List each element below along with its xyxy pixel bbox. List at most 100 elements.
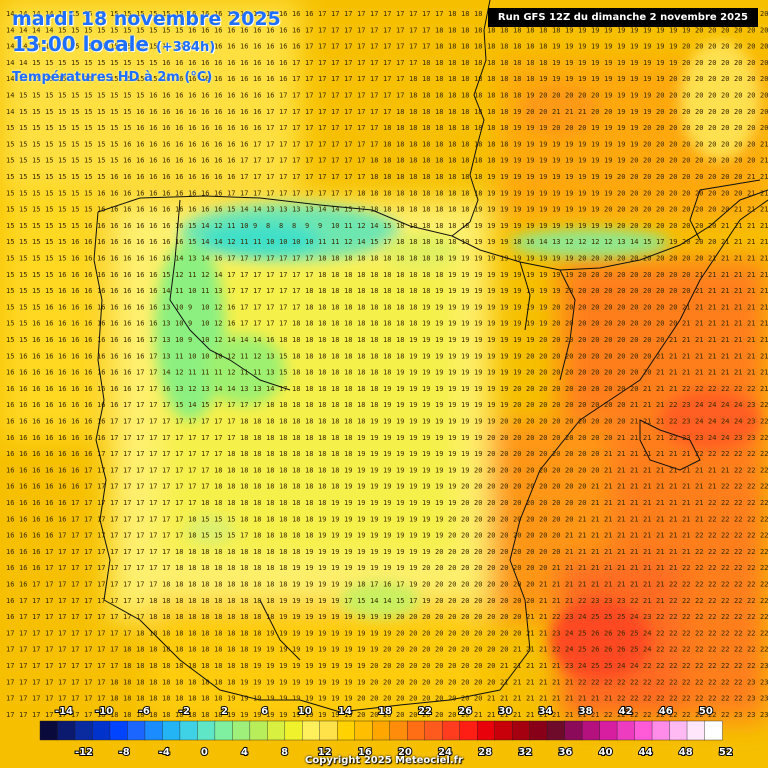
- temperature-value: 16: [45, 532, 53, 540]
- temperature-value: 16: [149, 140, 157, 148]
- temperature-value: 18: [279, 581, 287, 589]
- temperature-value: 20: [422, 581, 430, 589]
- temperature-value: 19: [435, 483, 443, 491]
- temperature-value: 22: [682, 711, 690, 719]
- temperature-value: 21: [747, 238, 755, 246]
- temperature-value: 16: [136, 336, 144, 344]
- temperature-value: 17: [6, 646, 14, 654]
- temperature-value: 17: [227, 401, 235, 409]
- temperature-value: 17: [357, 26, 365, 34]
- temperature-value: 22: [695, 613, 703, 621]
- temperature-value: 21: [643, 434, 651, 442]
- temperature-value: 20: [461, 678, 469, 686]
- temperature-value: 18: [201, 564, 209, 572]
- temperature-value: 18: [357, 581, 365, 589]
- temperature-value: 19: [435, 303, 443, 311]
- temperature-value: 16: [149, 124, 157, 132]
- temperature-value: 20: [669, 255, 677, 263]
- temperature-value: 16: [279, 10, 287, 18]
- temperature-value: 10: [188, 352, 196, 360]
- temperature-value: 18: [240, 450, 248, 458]
- temperature-value: 22: [747, 450, 755, 458]
- temperature-value: 23: [747, 695, 755, 703]
- temperature-value: 22: [708, 695, 716, 703]
- temperature-value: 15: [58, 108, 66, 116]
- temperature-value: 19: [500, 189, 508, 197]
- temperature-value: 17: [71, 711, 79, 719]
- temperature-value: 18: [331, 401, 339, 409]
- legend-swatch: [337, 720, 356, 741]
- temperature-value: 20: [500, 499, 508, 507]
- temperature-value: 17: [279, 189, 287, 197]
- temperature-value: 18: [500, 92, 508, 100]
- temperature-value: 18: [331, 352, 339, 360]
- temperature-value: 16: [214, 43, 222, 51]
- temperature-value: 16: [253, 43, 261, 51]
- temperature-value: 18: [318, 369, 326, 377]
- temperature-value: 20: [513, 401, 521, 409]
- temperature-value: 18: [461, 75, 469, 83]
- temperature-value: 18: [396, 157, 404, 165]
- temperature-value: 15: [84, 157, 92, 165]
- temperature-value: 15: [97, 92, 105, 100]
- temperature-value: 21: [721, 320, 729, 328]
- temperature-value: 17: [240, 255, 248, 263]
- temperature-value: 16: [110, 369, 118, 377]
- temperature-value: 20: [539, 92, 547, 100]
- temperature-value: 20: [578, 450, 586, 458]
- temperature-value: 15: [97, 43, 105, 51]
- legend-swatch: [109, 720, 129, 741]
- temperature-value: 17: [162, 515, 170, 523]
- temperature-value: 19: [279, 711, 287, 719]
- temperature-value: 17: [279, 157, 287, 165]
- temperature-value: 19: [461, 271, 469, 279]
- temperature-value: 19: [435, 450, 443, 458]
- temperature-value: 19: [591, 75, 599, 83]
- temperature-value: 17: [240, 271, 248, 279]
- temperature-value: 19: [422, 385, 430, 393]
- temperature-value: 18: [344, 369, 352, 377]
- temperature-value: 20: [617, 352, 625, 360]
- temperature-value: 18: [539, 26, 547, 34]
- temperature-value: 17: [110, 434, 118, 442]
- temperature-value: 15: [110, 59, 118, 67]
- temperature-value: 18: [344, 255, 352, 263]
- temperature-value: 20: [630, 206, 638, 214]
- temperature-value: 17: [344, 124, 352, 132]
- temperature-value: 21: [760, 369, 768, 377]
- temperature-value: 18: [253, 548, 261, 556]
- temperature-value: 17: [97, 646, 105, 654]
- temperature-value: 20: [500, 532, 508, 540]
- temperature-value: 17: [123, 418, 131, 426]
- temperature-value: 21: [695, 271, 703, 279]
- temperature-value: 17: [357, 124, 365, 132]
- temperature-value: 17: [253, 320, 261, 328]
- temperature-value: 19: [604, 173, 612, 181]
- temperature-value: 19: [526, 222, 534, 230]
- temperature-value: 20: [409, 613, 417, 621]
- temperature-value: 23: [682, 401, 690, 409]
- temperature-value: 17: [149, 369, 157, 377]
- temperature-value: 22: [734, 629, 742, 637]
- temperature-value: 15: [58, 206, 66, 214]
- temperature-value: 19: [461, 320, 469, 328]
- temperature-value: 20: [461, 646, 469, 654]
- temperature-value: 15: [123, 43, 131, 51]
- temperature-value: 16: [526, 238, 534, 246]
- temperature-value: 21: [734, 320, 742, 328]
- temperature-value: 17: [149, 418, 157, 426]
- temperature-value: 19: [461, 385, 469, 393]
- temperature-value: 17: [292, 59, 300, 67]
- temperature-value: 23: [604, 597, 612, 605]
- temperature-value: 17: [32, 629, 40, 637]
- temperature-value: 20: [591, 418, 599, 426]
- temperature-value: 21: [760, 385, 768, 393]
- temperature-value: 18: [279, 466, 287, 474]
- temperature-value: 16: [84, 336, 92, 344]
- temperature-value: 19: [331, 532, 339, 540]
- temperature-value: 18: [214, 499, 222, 507]
- temperature-value: 10: [201, 336, 209, 344]
- temperature-value: 20: [643, 287, 651, 295]
- temperature-value: 17: [136, 564, 144, 572]
- temperature-value: 17: [305, 75, 313, 83]
